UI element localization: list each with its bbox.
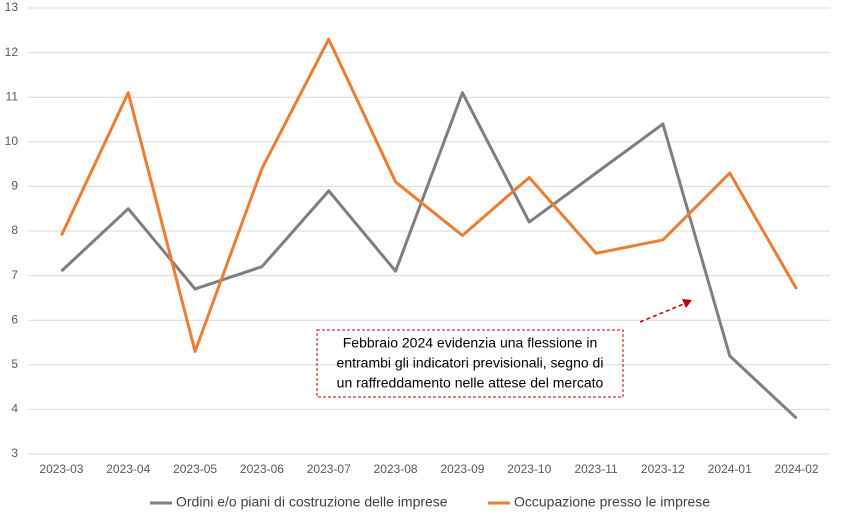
y-tick-label: 11 [6, 89, 19, 103]
annotation-box [316, 329, 624, 398]
x-tick-label: 2023-05 [173, 462, 217, 476]
y-tick-label: 13 [5, 0, 19, 14]
legend: Ordini e/o piani di costruzione delle im… [150, 494, 710, 510]
series-line [60, 37, 798, 353]
y-tick-label: 6 [11, 312, 18, 326]
y-tick-label: 8 [11, 223, 18, 237]
x-tick-label: 2023-04 [106, 462, 150, 476]
x-tick-label: 2023-06 [240, 462, 284, 476]
x-tick-label: 2023-03 [39, 462, 83, 476]
annotation-arrow [639, 302, 687, 323]
y-tick-label: 9 [11, 179, 18, 193]
x-tick-label: 2023-08 [374, 462, 418, 476]
annotation-text: Febbraio 2024 evidenzia una flessione in [343, 335, 598, 351]
x-tick-label: 2023-11 [575, 462, 618, 476]
x-tick-label: 2023-07 [307, 462, 351, 476]
x-tick-label: 2023-10 [507, 462, 551, 476]
annotation-arrowhead [682, 299, 692, 308]
y-tick-label: 10 [5, 134, 19, 148]
annotation-text: entrambi gli indicatori previsionali, se… [337, 355, 604, 371]
x-tick-label: 2024-01 [708, 462, 752, 476]
annotation: Febbraio 2024 evidenzia una flessione in… [316, 299, 692, 398]
y-tick-label: 3 [11, 446, 18, 460]
x-tick-label: 2023-12 [641, 462, 685, 476]
series-line [60, 91, 798, 420]
y-tick-label: 12 [5, 45, 19, 59]
legend-label: Ordini e/o piani di costruzione delle im… [176, 494, 448, 510]
x-tick-label: 2023-09 [440, 462, 484, 476]
y-tick-label: 7 [11, 268, 18, 282]
annotation-text: un raffreddamento nelle attese del merca… [337, 375, 604, 391]
y-tick-label: 5 [11, 357, 18, 371]
y-tick-label: 4 [11, 402, 18, 416]
legend-label: Occupazione presso le imprese [514, 494, 710, 510]
x-tick-label: 2024-02 [775, 462, 819, 476]
